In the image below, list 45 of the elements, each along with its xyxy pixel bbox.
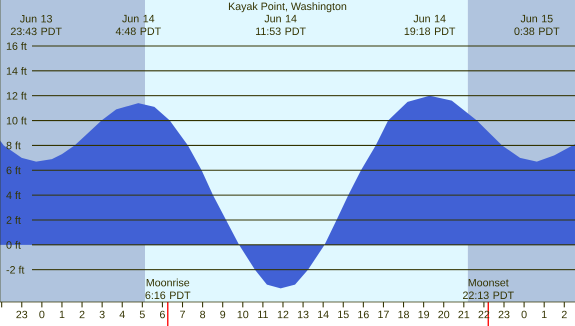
y-tick-label: 6 ft bbox=[6, 166, 21, 174]
x-tick-label: 14 bbox=[318, 310, 329, 318]
x-tick-label: 20 bbox=[438, 310, 450, 318]
x-tick-label: 11 bbox=[258, 310, 268, 318]
x-tick-label: 18 bbox=[398, 310, 409, 318]
x-tick-label: 19 bbox=[418, 310, 430, 318]
x-tick-label: 17 bbox=[378, 310, 389, 318]
ref-line-label: Moonrise 6:16 PDT bbox=[146, 278, 190, 300]
y-tick-label: 8 ft bbox=[6, 142, 21, 150]
x-tick-label: 6 bbox=[160, 310, 165, 318]
y-tick-label: 2 ft bbox=[6, 216, 21, 224]
x-tick-label: 1 bbox=[60, 310, 64, 318]
annotation: Jun 15 0:38 PDT bbox=[514, 14, 560, 36]
chart-title: Kayak Point, Washington bbox=[228, 2, 346, 12]
x-tick-label: 15 bbox=[338, 310, 349, 318]
y-tick-label: 14 ft bbox=[6, 66, 27, 75]
annotation: Jun 13 23:43 PDT bbox=[10, 14, 62, 36]
y-tick-label: -2 ft bbox=[6, 266, 24, 274]
x-tick-label: 9 bbox=[220, 310, 226, 318]
x-tick-label: 16 bbox=[358, 310, 369, 318]
x-tick-label: 10 bbox=[238, 310, 248, 318]
x-tick-label: 8 bbox=[200, 310, 206, 318]
x-tick-label: 3 bbox=[100, 310, 105, 318]
y-tick-label: 4 ft bbox=[6, 191, 21, 200]
x-tick-label: 1 bbox=[542, 310, 547, 318]
y-tick-label: 12 ft bbox=[6, 92, 27, 100]
x-tick-label: 23 bbox=[16, 310, 28, 318]
ref-line-label: Moonset 22:13 PDT bbox=[463, 278, 514, 300]
x-tick-label: 21 bbox=[458, 310, 470, 318]
annotation: Jun 14 19:18 PDT bbox=[404, 14, 456, 36]
x-tick-label: 7 bbox=[180, 310, 185, 318]
annotation: Jun 14 11:53 PDT bbox=[256, 14, 306, 36]
x-tick-label: 4 bbox=[120, 310, 125, 318]
y-tick-label: 10 ft bbox=[6, 116, 27, 124]
x-tick-label: 2 bbox=[562, 310, 567, 318]
x-tick-label: 12 bbox=[278, 310, 288, 318]
y-tick-label: 16 ft bbox=[6, 42, 27, 50]
x-tick-label: 0 bbox=[522, 310, 527, 318]
x-tick-label: 2 bbox=[80, 310, 84, 318]
y-tick-label: 0 ft bbox=[6, 240, 21, 249]
x-tick-label: 13 bbox=[298, 310, 309, 318]
x-tick-label: 23 bbox=[498, 310, 510, 318]
x-tick-label: 5 bbox=[140, 310, 145, 318]
x-tick-label: 0 bbox=[39, 310, 44, 318]
annotation: Jun 14 4:48 PDT bbox=[116, 14, 161, 36]
